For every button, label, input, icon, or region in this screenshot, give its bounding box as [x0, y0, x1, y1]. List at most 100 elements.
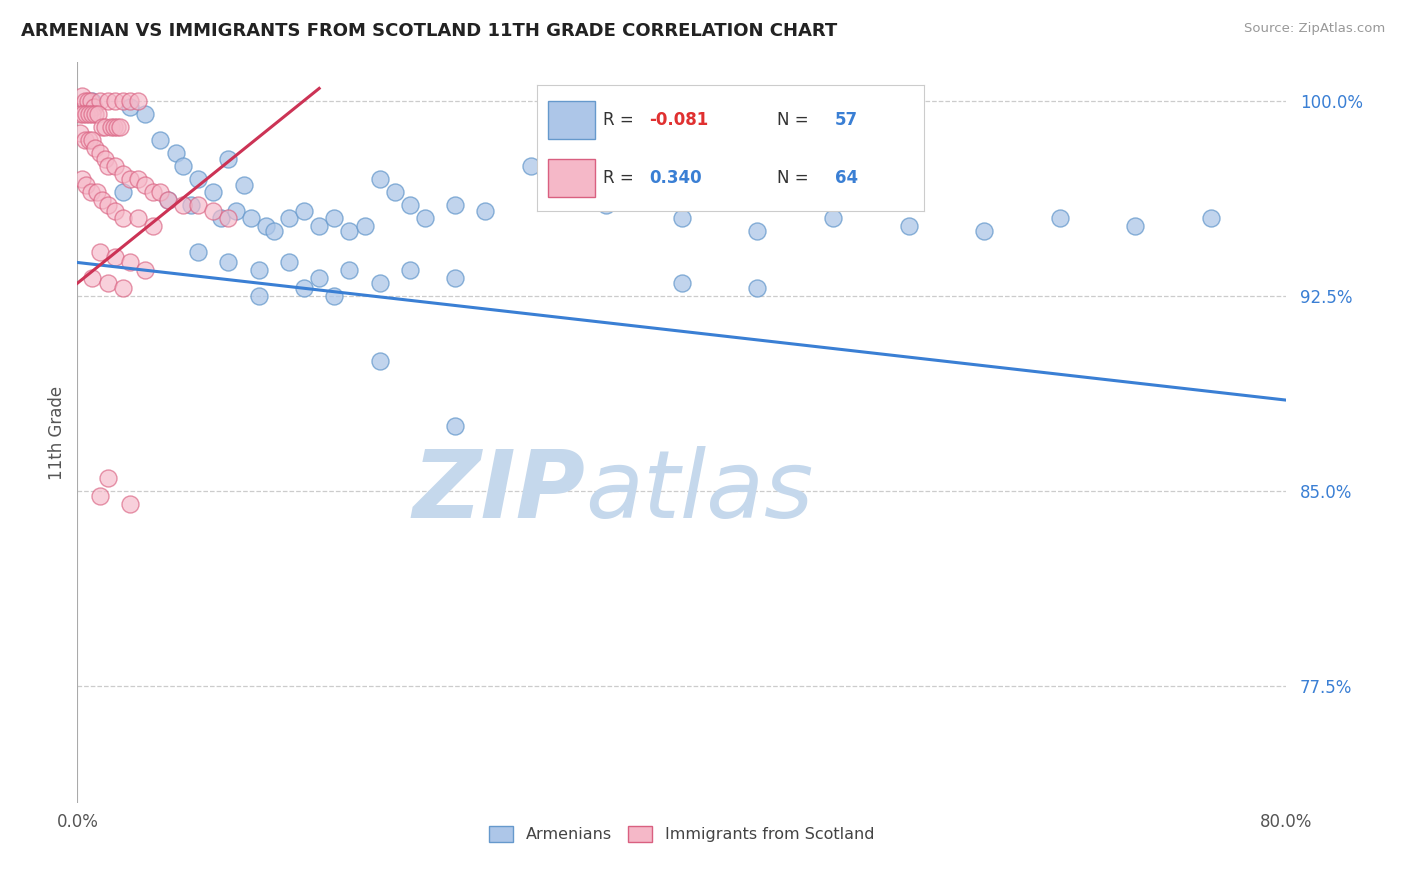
- Point: [84, 107, 107, 121]
- Point: [111, 167, 134, 181]
- Point: [120, 172, 142, 186]
- Point: [127, 211, 149, 226]
- Point: [292, 203, 315, 218]
- Point: [254, 219, 277, 233]
- Point: [142, 219, 165, 233]
- Text: ARMENIAN VS IMMIGRANTS FROM SCOTLAND 11TH GRADE CORRELATION CHART: ARMENIAN VS IMMIGRANTS FROM SCOTLAND 11T…: [21, 22, 838, 40]
- Point: [104, 95, 127, 109]
- Point: [218, 255, 240, 269]
- Point: [104, 203, 127, 218]
- Point: [187, 198, 209, 212]
- Point: [747, 281, 769, 295]
- Point: [73, 133, 96, 147]
- Point: [165, 146, 187, 161]
- Point: [973, 224, 995, 238]
- Point: [100, 120, 122, 135]
- Point: [70, 172, 93, 186]
- Point: [89, 95, 111, 109]
- Point: [111, 281, 134, 295]
- Point: [103, 120, 125, 135]
- Point: [1199, 211, 1222, 226]
- Point: [209, 211, 232, 226]
- Point: [399, 198, 422, 212]
- Point: [134, 263, 156, 277]
- Point: [127, 95, 149, 109]
- Point: [70, 89, 93, 103]
- Point: [368, 354, 391, 368]
- Point: [671, 277, 693, 291]
- Point: [263, 224, 285, 238]
- Point: [120, 95, 142, 109]
- Point: [339, 263, 360, 277]
- Point: [413, 211, 436, 226]
- Point: [218, 152, 240, 166]
- Point: [821, 211, 844, 226]
- Point: [308, 219, 330, 233]
- Point: [247, 289, 270, 303]
- Point: [75, 178, 97, 192]
- Point: [134, 107, 156, 121]
- Point: [180, 198, 202, 212]
- Point: [127, 172, 149, 186]
- Point: [225, 203, 247, 218]
- Point: [134, 178, 156, 192]
- Point: [187, 172, 209, 186]
- Point: [79, 133, 101, 147]
- Point: [82, 133, 104, 147]
- Point: [96, 198, 118, 212]
- Point: [120, 497, 142, 511]
- Point: [202, 203, 225, 218]
- Point: [444, 271, 467, 285]
- Point: [89, 146, 111, 161]
- Point: [308, 271, 330, 285]
- Point: [82, 107, 104, 121]
- Point: [897, 219, 920, 233]
- Point: [323, 211, 346, 226]
- Point: [157, 193, 180, 207]
- Point: [399, 263, 422, 277]
- Point: [172, 159, 194, 173]
- Point: [368, 277, 391, 291]
- Point: [86, 186, 108, 200]
- Point: [72, 107, 94, 121]
- Point: [353, 219, 375, 233]
- Point: [83, 100, 105, 114]
- Point: [474, 203, 496, 218]
- Point: [278, 255, 301, 269]
- Text: Source: ZipAtlas.com: Source: ZipAtlas.com: [1244, 22, 1385, 36]
- Point: [218, 211, 240, 226]
- Point: [240, 211, 263, 226]
- Point: [69, 126, 91, 140]
- Point: [75, 107, 97, 121]
- Point: [90, 120, 112, 135]
- Point: [120, 100, 142, 114]
- Point: [111, 211, 134, 226]
- Point: [444, 198, 467, 212]
- Point: [104, 159, 127, 173]
- Point: [104, 250, 127, 264]
- Point: [292, 281, 315, 295]
- Point: [384, 186, 406, 200]
- Point: [747, 224, 769, 238]
- Point: [520, 159, 543, 173]
- Point: [82, 95, 104, 109]
- Text: atlas: atlas: [585, 446, 814, 537]
- Text: ZIP: ZIP: [412, 446, 585, 538]
- Point: [339, 224, 360, 238]
- Y-axis label: 11th Grade: 11th Grade: [48, 385, 66, 480]
- Point: [142, 186, 165, 200]
- Point: [595, 198, 617, 212]
- Point: [1049, 211, 1071, 226]
- Point: [79, 107, 101, 121]
- Point: [157, 193, 180, 207]
- Legend: Armenians, Immigrants from Scotland: Armenians, Immigrants from Scotland: [481, 818, 883, 850]
- Point: [73, 95, 96, 109]
- Point: [80, 186, 103, 200]
- Point: [172, 198, 194, 212]
- Point: [120, 255, 142, 269]
- Point: [69, 107, 91, 121]
- Point: [93, 120, 115, 135]
- Point: [202, 186, 225, 200]
- Point: [82, 271, 104, 285]
- Point: [96, 277, 118, 291]
